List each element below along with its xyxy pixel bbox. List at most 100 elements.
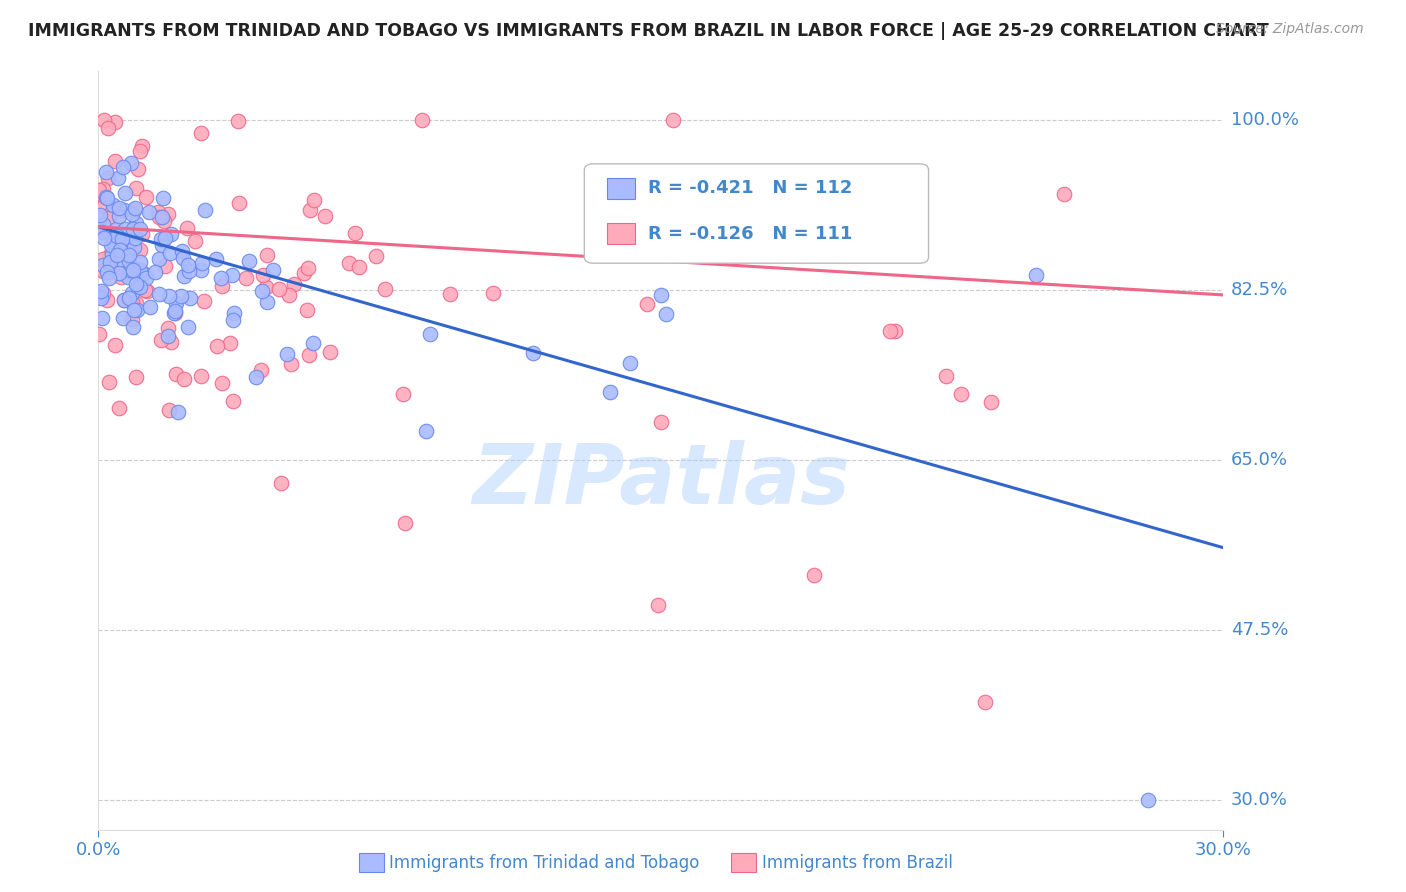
- Point: [250, 284, 273, 298]
- Point: [205, 339, 228, 353]
- Point: [179, 291, 201, 305]
- Point: [98, 255, 121, 269]
- Point: [96, 165, 118, 179]
- Text: R = -0.126   N = 111: R = -0.126 N = 111: [648, 225, 853, 243]
- Point: [129, 243, 152, 257]
- Point: [90, 292, 112, 306]
- Point: [256, 248, 278, 262]
- Point: [249, 362, 271, 376]
- Point: [619, 356, 641, 370]
- Point: [650, 415, 672, 429]
- Point: [297, 260, 319, 275]
- Point: [209, 271, 232, 285]
- Point: [111, 232, 134, 246]
- Point: [108, 252, 131, 267]
- Point: [228, 196, 250, 211]
- Point: [96, 190, 118, 204]
- Point: [98, 248, 121, 262]
- Point: [97, 211, 120, 225]
- Point: [125, 216, 148, 230]
- Point: [222, 306, 245, 320]
- Point: [163, 306, 186, 320]
- Point: [89, 208, 111, 222]
- Point: [349, 260, 371, 274]
- FancyBboxPatch shape: [607, 223, 636, 244]
- Point: [165, 367, 187, 381]
- Point: [138, 204, 160, 219]
- Point: [252, 268, 274, 283]
- Point: [884, 232, 907, 246]
- Point: [222, 313, 245, 327]
- Point: [124, 201, 146, 215]
- Point: [283, 277, 305, 292]
- Point: [166, 296, 188, 310]
- Text: 82.5%: 82.5%: [1230, 281, 1288, 299]
- Point: [143, 265, 166, 279]
- Point: [111, 311, 134, 326]
- Text: R = -0.421   N = 112: R = -0.421 N = 112: [648, 179, 853, 197]
- Point: [148, 252, 170, 267]
- Point: [121, 286, 143, 301]
- Point: [91, 288, 114, 302]
- Point: [93, 263, 115, 277]
- Point: [104, 231, 127, 245]
- Point: [131, 227, 153, 241]
- Point: [91, 311, 114, 326]
- Point: [1137, 793, 1160, 807]
- Point: [124, 296, 146, 310]
- Point: [93, 199, 115, 213]
- Point: [222, 394, 245, 409]
- Point: [91, 217, 114, 231]
- Point: [482, 286, 505, 301]
- Point: [803, 568, 825, 582]
- Text: IMMIGRANTS FROM TRINIDAD AND TOBAGO VS IMMIGRANTS FROM BRAZIL IN LABOR FORCE | A: IMMIGRANTS FROM TRINIDAD AND TOBAGO VS I…: [28, 22, 1268, 40]
- Point: [93, 286, 115, 301]
- Point: [262, 262, 284, 277]
- Point: [124, 303, 146, 318]
- Point: [884, 324, 907, 338]
- Point: [228, 114, 250, 128]
- Point: [121, 295, 143, 310]
- FancyBboxPatch shape: [607, 178, 636, 199]
- Point: [254, 280, 277, 294]
- Point: [238, 253, 260, 268]
- Point: [122, 263, 145, 277]
- Point: [163, 306, 186, 320]
- Point: [90, 284, 112, 298]
- Point: [125, 261, 148, 276]
- Point: [337, 256, 360, 270]
- Point: [177, 319, 200, 334]
- Point: [114, 293, 136, 307]
- Point: [218, 336, 240, 351]
- Point: [160, 335, 183, 350]
- Point: [647, 598, 669, 612]
- Point: [190, 126, 212, 140]
- Point: [135, 270, 157, 285]
- Point: [104, 153, 127, 168]
- Point: [98, 207, 121, 221]
- Point: [302, 193, 325, 207]
- Text: 65.0%: 65.0%: [1230, 451, 1288, 469]
- Point: [193, 293, 215, 308]
- Point: [152, 191, 174, 205]
- Point: [122, 240, 145, 254]
- Point: [96, 265, 118, 279]
- Point: [150, 210, 173, 224]
- Point: [159, 246, 181, 260]
- Point: [298, 203, 321, 218]
- Point: [170, 289, 193, 303]
- Point: [172, 251, 194, 265]
- Point: [278, 288, 301, 302]
- Point: [114, 186, 136, 200]
- Point: [319, 345, 342, 359]
- Point: [974, 695, 997, 709]
- Point: [662, 112, 685, 127]
- Point: [655, 307, 678, 321]
- Point: [411, 112, 433, 127]
- Point: [419, 326, 441, 341]
- Point: [149, 333, 172, 347]
- Point: [125, 181, 148, 195]
- Point: [101, 246, 124, 260]
- Point: [280, 358, 302, 372]
- Point: [112, 203, 135, 218]
